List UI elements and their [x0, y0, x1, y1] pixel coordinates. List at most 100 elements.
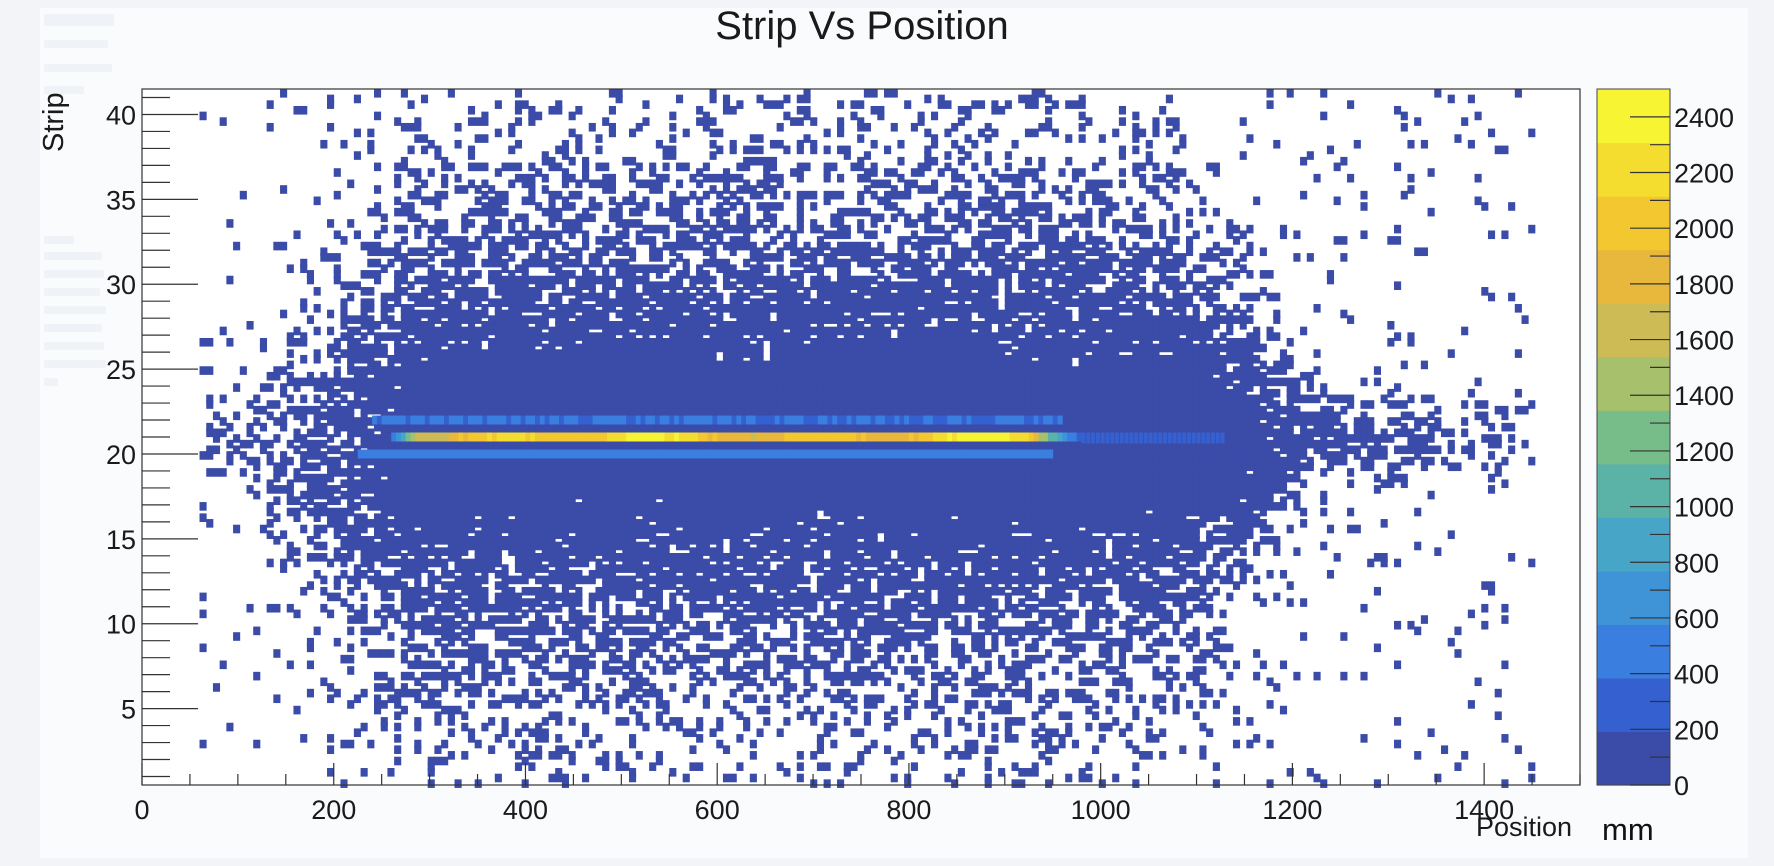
heatmap-cell — [521, 502, 529, 511]
heatmap-cell — [1051, 456, 1059, 466]
heatmap-cell — [353, 519, 361, 528]
heatmap-cell — [1031, 530, 1039, 539]
heatmap-cell — [535, 660, 543, 670]
heatmap-cell — [347, 700, 355, 709]
heatmap-cell — [447, 660, 455, 670]
heatmap-cell — [669, 519, 677, 528]
heatmap-cell — [1038, 490, 1046, 500]
heatmap-cell — [1038, 468, 1046, 477]
heatmap-cell — [843, 524, 851, 534]
heatmap-cell — [769, 456, 778, 466]
heatmap-cell — [407, 615, 415, 624]
heatmap-cell — [400, 479, 408, 489]
heatmap-cell — [629, 660, 637, 670]
heatmap-cell — [991, 479, 999, 489]
heatmap-cell — [675, 513, 684, 522]
heatmap-cell — [1024, 660, 1033, 670]
heatmap-cell — [957, 586, 965, 596]
heatmap-cell — [1185, 541, 1194, 551]
heatmap-cell — [615, 468, 623, 477]
heatmap-cell — [434, 513, 442, 522]
heatmap-cell — [521, 598, 529, 607]
heatmap-cell — [568, 751, 576, 760]
heatmap-cell — [521, 507, 529, 517]
heatmap-cell — [803, 490, 811, 500]
heatmap-cell — [796, 513, 804, 522]
heatmap-cell — [387, 547, 395, 556]
heatmap-cell — [447, 519, 455, 528]
heatmap-cell — [756, 575, 764, 585]
heatmap-cell — [662, 615, 670, 624]
heatmap-cell — [662, 666, 670, 675]
heatmap-cell — [1266, 479, 1274, 489]
heatmap-cell — [595, 536, 603, 545]
heatmap-cell — [662, 507, 670, 517]
heatmap-cell — [702, 632, 710, 641]
heatmap-cell — [380, 586, 388, 596]
heatmap-cell — [783, 575, 791, 585]
heatmap-cell — [1152, 468, 1160, 477]
heatmap-cell — [1018, 598, 1026, 607]
heatmap-cell — [1085, 722, 1093, 732]
heatmap-cell — [1011, 462, 1019, 472]
heatmap-cell — [1501, 479, 1509, 489]
heatmap-cell — [1159, 609, 1167, 619]
heatmap-cell — [769, 615, 778, 624]
heatmap-cell — [763, 468, 771, 477]
heatmap-cell — [1125, 468, 1133, 477]
heatmap-cell — [535, 541, 543, 551]
heatmap-cell — [461, 462, 469, 472]
heatmap-cell — [387, 632, 395, 641]
heatmap-cell — [924, 649, 932, 658]
heatmap-cell — [1011, 564, 1019, 573]
heatmap-cell — [575, 513, 583, 522]
heatmap-cell — [857, 654, 865, 664]
heatmap-cell — [1159, 519, 1167, 528]
heatmap-cell — [991, 569, 999, 579]
heatmap-cell — [327, 513, 335, 522]
heatmap-cell — [977, 456, 986, 466]
heatmap-cell — [1259, 507, 1267, 517]
heatmap-cell — [1192, 654, 1200, 664]
heatmap-cell — [508, 541, 516, 551]
heatmap-cell — [977, 513, 986, 522]
heatmap-cell — [863, 620, 871, 630]
heatmap-cell — [810, 553, 818, 562]
heatmap-cell — [977, 564, 986, 573]
heatmap-cell — [850, 524, 858, 534]
heatmap-cell — [407, 626, 415, 636]
heatmap-cell — [568, 468, 576, 477]
heatmap-cell — [461, 547, 469, 556]
heatmap-cell — [467, 683, 476, 692]
heatmap-cell — [1018, 541, 1026, 551]
heatmap-cell — [837, 456, 845, 466]
heatmap-cell — [830, 541, 838, 551]
heatmap-cell — [749, 586, 757, 596]
heatmap-cell — [649, 637, 657, 647]
heatmap-cell — [1011, 575, 1019, 585]
heatmap-cell — [951, 581, 959, 590]
heatmap-cell — [353, 445, 361, 455]
heatmap-cell — [1018, 536, 1026, 545]
heatmap-cell — [830, 654, 838, 664]
heatmap-cell — [1011, 502, 1019, 511]
heatmap-cell — [461, 615, 469, 624]
heatmap-cell — [1018, 609, 1026, 619]
heatmap-cell — [340, 524, 348, 534]
heatmap-cell — [454, 671, 462, 681]
heatmap-cell — [783, 688, 791, 698]
heatmap-cell — [1078, 575, 1086, 585]
heatmap-cell — [951, 626, 959, 636]
heatmap-cell — [763, 541, 771, 551]
heatmap-cell — [1031, 468, 1039, 477]
heatmap-cell — [1105, 666, 1113, 675]
heatmap-cell — [716, 603, 724, 613]
heatmap-cell — [877, 496, 885, 506]
heatmap-cell — [1125, 496, 1133, 506]
heatmap-cell — [1179, 564, 1187, 573]
heatmap-cell — [347, 666, 355, 675]
heatmap-cell — [850, 513, 858, 522]
heatmap-cell — [488, 479, 496, 489]
heatmap-cell — [561, 547, 570, 556]
heatmap-cell — [904, 637, 912, 647]
